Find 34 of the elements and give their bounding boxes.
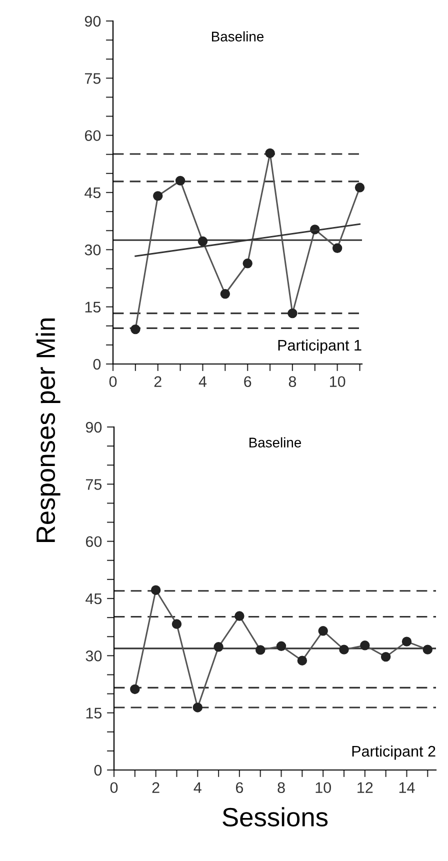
annotation: Baseline — [212, 31, 264, 42]
annotation: Participant 2 — [352, 745, 436, 760]
y-tick-label: 90 — [86, 422, 102, 433]
y-tick-label: 15 — [85, 302, 101, 313]
y-tick-label: 90 — [84, 16, 101, 27]
x-tick-label: 2 — [154, 376, 162, 387]
x-tick-label: 4 — [194, 782, 202, 793]
y-axis-title: Responses per Min — [36, 318, 60, 542]
x-tick-label: 8 — [278, 782, 285, 794]
x-axis-title: Sessions — [222, 807, 328, 827]
y-tick-label: 60 — [84, 130, 101, 142]
y-tick-label: 60 — [86, 536, 102, 548]
y-tick-label: 30 — [84, 244, 101, 256]
x-tick-label: 0 — [110, 782, 118, 794]
y-tick-label: 75 — [86, 479, 102, 490]
x-tick-label: 14 — [399, 782, 415, 793]
y-tick-label: 75 — [84, 73, 101, 84]
x-tick-label: 4 — [198, 376, 207, 387]
y-tick-label: 30 — [86, 650, 102, 662]
annotation: Baseline — [250, 437, 302, 448]
y-tick-label: 15 — [86, 708, 102, 719]
x-tick-label: 6 — [244, 376, 252, 388]
x-tick-label: 0 — [109, 376, 117, 388]
x-tick-label: 12 — [358, 782, 373, 793]
y-tick-label: 0 — [93, 358, 101, 370]
x-tick-label: 10 — [316, 782, 331, 794]
x-tick-label: 8 — [288, 376, 296, 388]
x-tick-label: 6 — [236, 782, 244, 794]
y-tick-label: 0 — [94, 764, 102, 776]
annotation: Participant 1 — [278, 339, 362, 354]
x-tick-label: 2 — [152, 782, 160, 793]
x-tick-label: 10 — [330, 376, 346, 388]
y-tick-label: 45 — [86, 594, 102, 604]
y-tick-label: 45 — [84, 188, 101, 198]
